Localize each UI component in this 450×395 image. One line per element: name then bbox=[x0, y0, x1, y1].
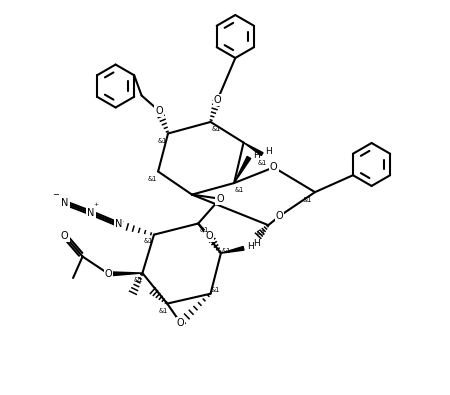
Text: H: H bbox=[253, 151, 260, 160]
Text: N: N bbox=[87, 208, 94, 218]
Text: &1: &1 bbox=[134, 277, 143, 283]
Polygon shape bbox=[234, 156, 251, 183]
Text: &1: &1 bbox=[303, 197, 312, 203]
Text: O: O bbox=[155, 106, 163, 116]
Text: O: O bbox=[206, 231, 213, 241]
Text: &1: &1 bbox=[158, 308, 168, 314]
Text: +: + bbox=[94, 202, 99, 207]
Text: O: O bbox=[270, 162, 278, 172]
Text: O: O bbox=[61, 231, 68, 241]
Text: H: H bbox=[247, 242, 254, 251]
Text: H: H bbox=[253, 239, 260, 248]
Text: O: O bbox=[214, 95, 221, 105]
Polygon shape bbox=[221, 246, 244, 253]
Text: O: O bbox=[176, 318, 184, 327]
Text: N: N bbox=[115, 219, 122, 229]
Text: O: O bbox=[216, 194, 224, 204]
Text: &1: &1 bbox=[157, 137, 166, 143]
Text: &1: &1 bbox=[143, 238, 153, 244]
Text: &1: &1 bbox=[199, 227, 208, 233]
Polygon shape bbox=[108, 272, 143, 276]
Polygon shape bbox=[243, 143, 263, 156]
Text: O: O bbox=[276, 211, 284, 221]
Text: &1: &1 bbox=[222, 248, 231, 254]
Text: H: H bbox=[266, 147, 272, 156]
Text: N: N bbox=[61, 198, 68, 208]
Text: &1: &1 bbox=[211, 286, 220, 293]
Text: &1: &1 bbox=[256, 229, 266, 235]
Text: &1: &1 bbox=[212, 126, 220, 132]
Text: &1: &1 bbox=[235, 187, 244, 193]
Text: &1: &1 bbox=[257, 160, 267, 166]
Text: &1: &1 bbox=[148, 175, 158, 182]
Text: O: O bbox=[105, 269, 112, 279]
Text: −: − bbox=[52, 190, 59, 199]
